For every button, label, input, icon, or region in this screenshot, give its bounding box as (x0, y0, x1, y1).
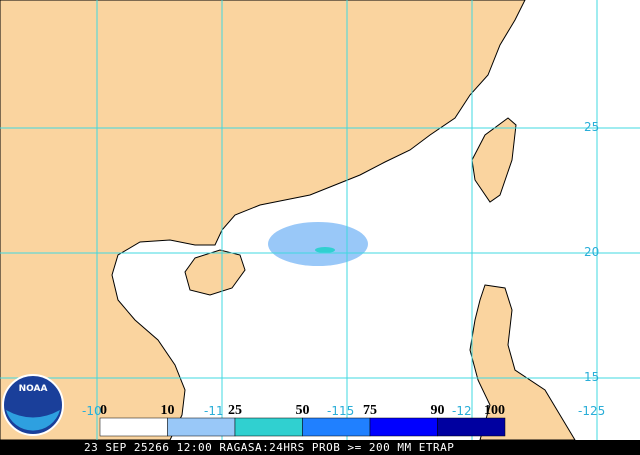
legend-label: 10 (161, 403, 175, 418)
legend-label: 50 (296, 403, 310, 418)
taiwan (471, 117, 517, 203)
lon-label: -125 (578, 404, 605, 418)
graticule (0, 0, 640, 440)
legend-swatch (369, 417, 438, 437)
lon-label: -10 (82, 404, 102, 418)
logo-wave (6, 410, 60, 431)
noaa-logo: NOAA (2, 374, 64, 436)
logo-text: NOAA (19, 384, 48, 394)
lon-label: -12 (452, 404, 472, 418)
lat-label: 25 (584, 120, 599, 134)
legend-label: 75 (363, 403, 377, 418)
legend-label: 100 (484, 403, 505, 418)
legend-swatch (437, 417, 506, 437)
lon-label: -115 (327, 404, 354, 418)
hainan (184, 249, 246, 296)
footer-text: 23 SEP 25266 12:00 RAGASA:24HRS PROB >= … (84, 441, 454, 454)
legend-swatch (167, 417, 236, 437)
legend-swatch (99, 417, 168, 437)
legend: 0 10 25 50 75 90 100 (99, 403, 506, 437)
rain-probability-core (315, 247, 335, 253)
lat-label: 20 (584, 245, 599, 259)
legend-swatch (234, 417, 303, 437)
rain-probability-area (268, 222, 368, 266)
mainland (0, 0, 526, 441)
footer-bar (0, 440, 640, 455)
lon-label: -11 (204, 404, 224, 418)
legend-swatch (302, 417, 371, 437)
legend-label: 0 (100, 403, 107, 418)
lat-label: 15 (584, 370, 599, 384)
legend-label: 25 (228, 403, 242, 418)
legend-label: 90 (431, 403, 445, 418)
